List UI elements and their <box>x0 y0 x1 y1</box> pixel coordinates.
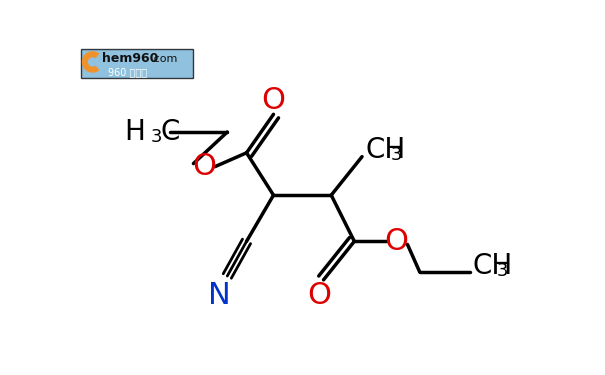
FancyBboxPatch shape <box>81 49 192 78</box>
Text: CH: CH <box>366 136 406 165</box>
Text: hem960: hem960 <box>102 53 158 65</box>
Text: O: O <box>192 152 216 181</box>
Text: 3: 3 <box>497 262 508 280</box>
Wedge shape <box>82 51 99 73</box>
Text: O: O <box>385 227 409 256</box>
Text: 3: 3 <box>150 128 162 146</box>
Text: N: N <box>208 281 231 310</box>
Text: .com: .com <box>150 54 178 64</box>
Text: O: O <box>308 281 332 310</box>
Text: 3: 3 <box>391 146 402 164</box>
Text: O: O <box>261 86 286 115</box>
Text: H: H <box>124 118 145 146</box>
Text: CH: CH <box>472 252 512 280</box>
Text: C: C <box>160 118 180 146</box>
Text: 960 化工网: 960 化工网 <box>108 67 147 77</box>
